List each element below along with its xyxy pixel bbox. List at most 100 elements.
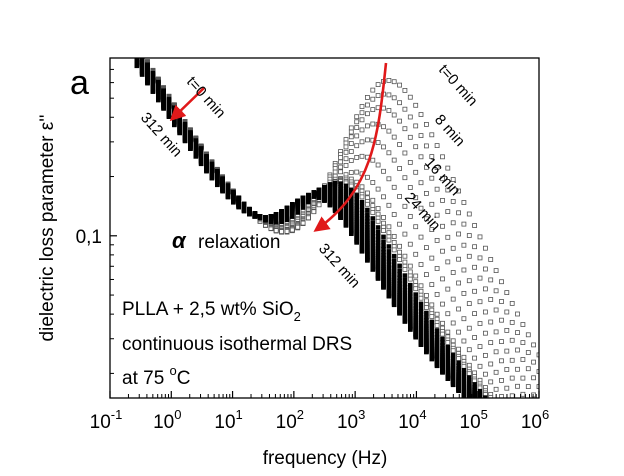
data-point [423,245,429,251]
data-point [429,175,435,181]
data-point [440,370,445,375]
data-point [418,288,424,294]
data-point [450,245,456,251]
data-point [456,388,461,394]
data-point [375,218,381,224]
data-point [343,223,349,228]
data-point [348,231,354,236]
data-point [364,111,370,117]
data-point [493,288,499,294]
data-point [499,299,504,304]
data-point [252,214,258,219]
data-point [466,362,472,368]
data-point [150,89,156,94]
data-point [300,195,306,201]
data-point [413,144,419,150]
data-point [482,371,488,377]
data-point [354,133,360,139]
data-point [273,212,279,217]
data-point [413,169,419,175]
data-point [338,164,344,170]
data-point [536,369,539,374]
data-point [402,253,408,259]
data-point [397,310,402,316]
data-point [504,348,510,354]
data-point [381,285,386,290]
data-point [429,319,435,325]
data-point [472,244,478,250]
data-point [440,331,445,337]
data-point [466,253,472,259]
data-point [182,138,188,144]
x-tick-label: 104 [398,407,426,433]
data-point [445,286,451,292]
data-point [413,273,419,279]
data-point [386,293,392,299]
data-point [456,329,462,335]
data-point [386,78,392,83]
data-point [343,156,349,162]
data-point [348,170,354,175]
data-point [472,223,478,228]
data-point [407,94,413,100]
data-point [354,143,360,149]
data-point [440,154,445,160]
data-point [407,276,413,282]
data-point [359,184,365,190]
data-point [407,159,413,165]
data-point [397,194,403,199]
data-point [381,144,386,150]
data-point [423,292,429,298]
data-point [509,375,515,381]
data-point [515,311,520,317]
data-point [263,215,268,220]
data-point [445,259,451,265]
data-point [509,300,515,306]
data-point [525,350,531,355]
data-point [472,288,478,294]
data-point [397,268,402,274]
data-point [359,153,365,159]
data-point [424,349,429,355]
conductivity-shift-arrow [169,87,205,122]
data-point [499,339,504,345]
data-point [397,82,403,88]
data-point [402,88,408,93]
data-point [370,216,376,221]
data-point [364,174,370,180]
data-point [413,292,419,297]
data-point [327,202,333,208]
data-point [306,194,311,199]
data-point [429,201,435,207]
data-point [504,367,510,372]
data-point [397,257,403,263]
data-point [364,201,370,207]
data-point [375,206,381,211]
data-point [423,216,429,222]
data-point [391,233,397,239]
data-point [359,249,365,254]
data-point [499,377,504,383]
data-point [536,352,539,358]
data-point [499,358,504,364]
data-point [525,366,531,372]
data-point [316,202,322,208]
data-point [466,278,472,284]
y-axis-ticks: 0,1 [76,68,117,374]
data-point [429,282,435,288]
data-point [365,212,370,217]
data-point [472,355,478,361]
data-point [402,231,408,237]
data-point [440,223,445,229]
data-point [386,176,392,182]
data-point [466,347,472,353]
data-point [461,200,467,205]
data-point [423,272,429,278]
data-point [445,376,451,382]
data-point [407,134,413,140]
data-point [509,337,515,343]
data-point [402,150,408,156]
data-point [477,255,483,261]
data-point [466,395,472,398]
data-point [407,213,413,219]
